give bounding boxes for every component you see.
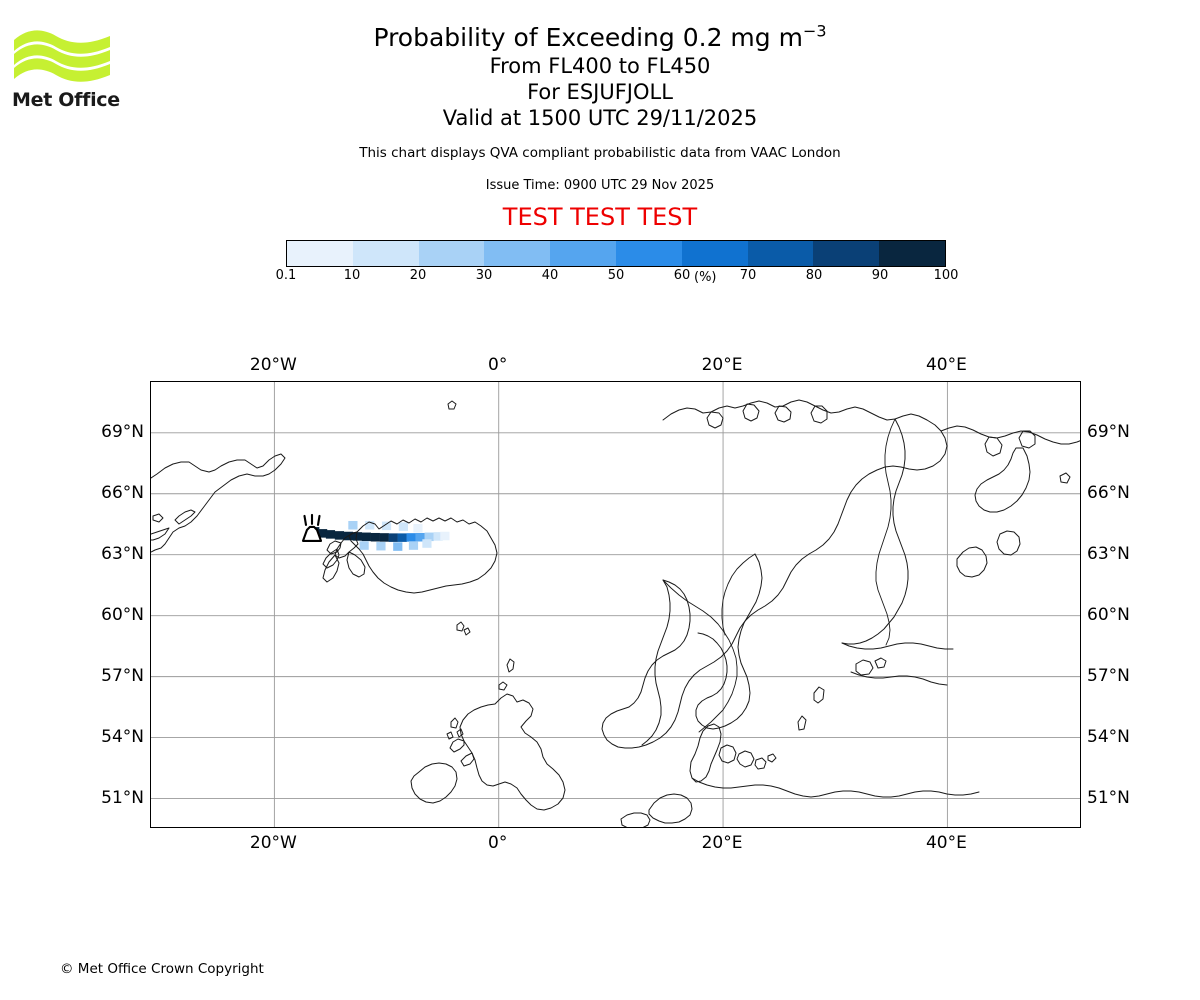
main-title-exponent: −3 (802, 21, 827, 41)
plume-cell-3 (334, 531, 345, 540)
lon-tick-label-0°-top: 0° (488, 355, 508, 375)
plume-cell-16 (348, 520, 358, 530)
issue-time-label: Issue Time: 0900 UTC 29 Nov 2025 (485, 178, 715, 193)
colorbar-tick-70: 70 (739, 268, 757, 283)
colorbar-tick-labels: 0.1 10 20 30 40 50 60 70 80 90 100 (276, 267, 959, 287)
colorbar-band-1 (352, 241, 419, 266)
plume-cell-2 (325, 530, 336, 539)
flight-level-subtitle: From FL400 to FL450 (489, 54, 711, 78)
lat-tick-label-66°N-right: 66°N (1087, 482, 1130, 503)
colorbar-tick-40: 40 (541, 268, 559, 283)
colorbar-tick-20: 20 (409, 268, 427, 283)
plume-cell-21 (359, 541, 369, 550)
colorbar-tick-30: 30 (475, 268, 493, 283)
plume-cell-24 (408, 541, 419, 550)
lat-tick-label-69°N-right: 69°N (1087, 421, 1130, 442)
lon-tick-label-20°W-bot: 20°W (249, 833, 297, 853)
plume-cell-5 (352, 532, 362, 541)
plume-cell-14 (433, 532, 443, 541)
probability-colorbar: 0.1 10 20 30 40 50 60 70 80 90 100 (276, 240, 959, 292)
latitude-axis-left: 69°N 66°N 63°N 60°N 57°N 54°N 51°N (0, 381, 144, 828)
lat-tick-label-57°N-left: 57°N (101, 665, 144, 686)
lat-tick-label-63°N-right: 63°N (1087, 543, 1130, 564)
plume-cell-13 (424, 532, 434, 542)
met-office-logo-text: Met Office (12, 89, 120, 111)
plume-cell-25 (422, 539, 432, 548)
lat-tick-label-54°N-right: 54°N (1087, 726, 1130, 747)
lon-tick-label-20°W-top: 20°W (249, 355, 297, 375)
graticule-grid (151, 382, 1080, 827)
valid-time-subtitle: Valid at 1500 UTC 29/11/2025 (442, 106, 758, 130)
colorbar-tick-0.1: 0.1 (275, 268, 297, 283)
colorbar-band-8 (813, 241, 880, 266)
met-office-logo: Met Office (12, 24, 122, 114)
lon-tick-label-40°E-bot: 40°E (925, 833, 967, 853)
colorbar-band-3 (484, 241, 551, 266)
lat-tick-label-57°N-right: 57°N (1087, 665, 1130, 686)
volcano-marker-icon (301, 513, 323, 542)
lat-tick-label-54°N-left: 54°N (101, 726, 144, 747)
longitude-axis-bottom: 20°W 0° 20°E 40°E (150, 833, 1081, 855)
colorbar-tick-50: 50 (607, 268, 625, 283)
ash-plume-layer (310, 520, 450, 551)
colorbar-band-0 (287, 241, 353, 266)
colorbar-band-4 (550, 241, 616, 266)
colorbar-band-9 (879, 241, 945, 266)
map-frame (150, 381, 1081, 828)
lat-tick-label-63°N-left: 63°N (101, 543, 144, 564)
colorbar-tick-60: 60 (673, 268, 691, 283)
plume-cell-6 (361, 532, 371, 542)
colorbar-bands (286, 240, 946, 267)
colorbar-tick-90: 90 (871, 268, 889, 283)
qva-compliance-note: This chart displays QVA compliant probab… (359, 145, 841, 161)
plume-cell-1 (318, 529, 328, 538)
plume-cell-18 (381, 521, 392, 531)
plume-cell-17 (365, 520, 375, 530)
plume-cell-12 (415, 532, 425, 542)
lon-tick-label-20°E-top: 20°E (701, 355, 743, 375)
longitude-axis-top: 20°W 0° 20°E 40°E (150, 355, 1081, 377)
plume-cell-11 (406, 533, 416, 542)
plume-cell-7 (370, 532, 380, 542)
lat-tick-label-69°N-left: 69°N (101, 421, 144, 442)
country-borders (662, 418, 896, 733)
lon-tick-label-20°E-bot: 20°E (701, 833, 743, 853)
colorbar-band-7 (747, 241, 814, 266)
colorbar-tick-100: 100 (933, 268, 959, 283)
colorbar-tick-10: 10 (343, 268, 361, 283)
lon-tick-label-0°-bot: 0° (488, 833, 508, 853)
plume-cell-22 (376, 541, 386, 551)
plume-cell-8 (379, 533, 389, 542)
plume-cell-9 (388, 533, 398, 542)
colorbar-band-2 (418, 241, 485, 266)
test-banner: TEST TEST TEST (502, 203, 698, 231)
coastlines (151, 399, 1080, 827)
lat-tick-label-51°N-left: 51°N (101, 787, 144, 808)
plume-cell-19 (398, 522, 408, 531)
lat-tick-label-60°N-left: 60°N (101, 604, 144, 625)
latitude-axis-right: 69°N 66°N 63°N 60°N 57°N 54°N 51°N (1087, 381, 1197, 828)
lon-tick-label-40°E-top: 40°E (925, 355, 967, 375)
lat-tick-label-60°N-right: 60°N (1087, 604, 1130, 625)
colorbar-band-5 (615, 241, 682, 266)
met-office-wave-logo-icon (14, 30, 110, 82)
plume-cell-15 (440, 531, 450, 541)
lat-tick-label-51°N-right: 51°N (1087, 787, 1130, 808)
lat-tick-label-66°N-left: 66°N (101, 482, 144, 503)
volcano-name-subtitle: For ESJUFJOLL (527, 80, 673, 104)
map-plot-area[interactable] (150, 381, 1081, 828)
colorbar-band-6 (681, 241, 748, 266)
colorbar-tick-80: 80 (805, 268, 823, 283)
page-title: Probability of Exceeding 0.2 mg m−3 (0, 22, 1200, 53)
plume-cell-20 (413, 524, 423, 533)
colorbar-units-label: (%) (694, 270, 717, 285)
chart-title-block: Probability of Exceeding 0.2 mg m−3 From… (0, 22, 1200, 231)
plume-cell-10 (397, 533, 407, 542)
plume-cell-23 (393, 542, 403, 551)
map-canvas (151, 382, 1080, 827)
main-title-text: Probability of Exceeding 0.2 mg m (373, 23, 803, 52)
copyright-notice: © Met Office Crown Copyright (60, 961, 264, 977)
